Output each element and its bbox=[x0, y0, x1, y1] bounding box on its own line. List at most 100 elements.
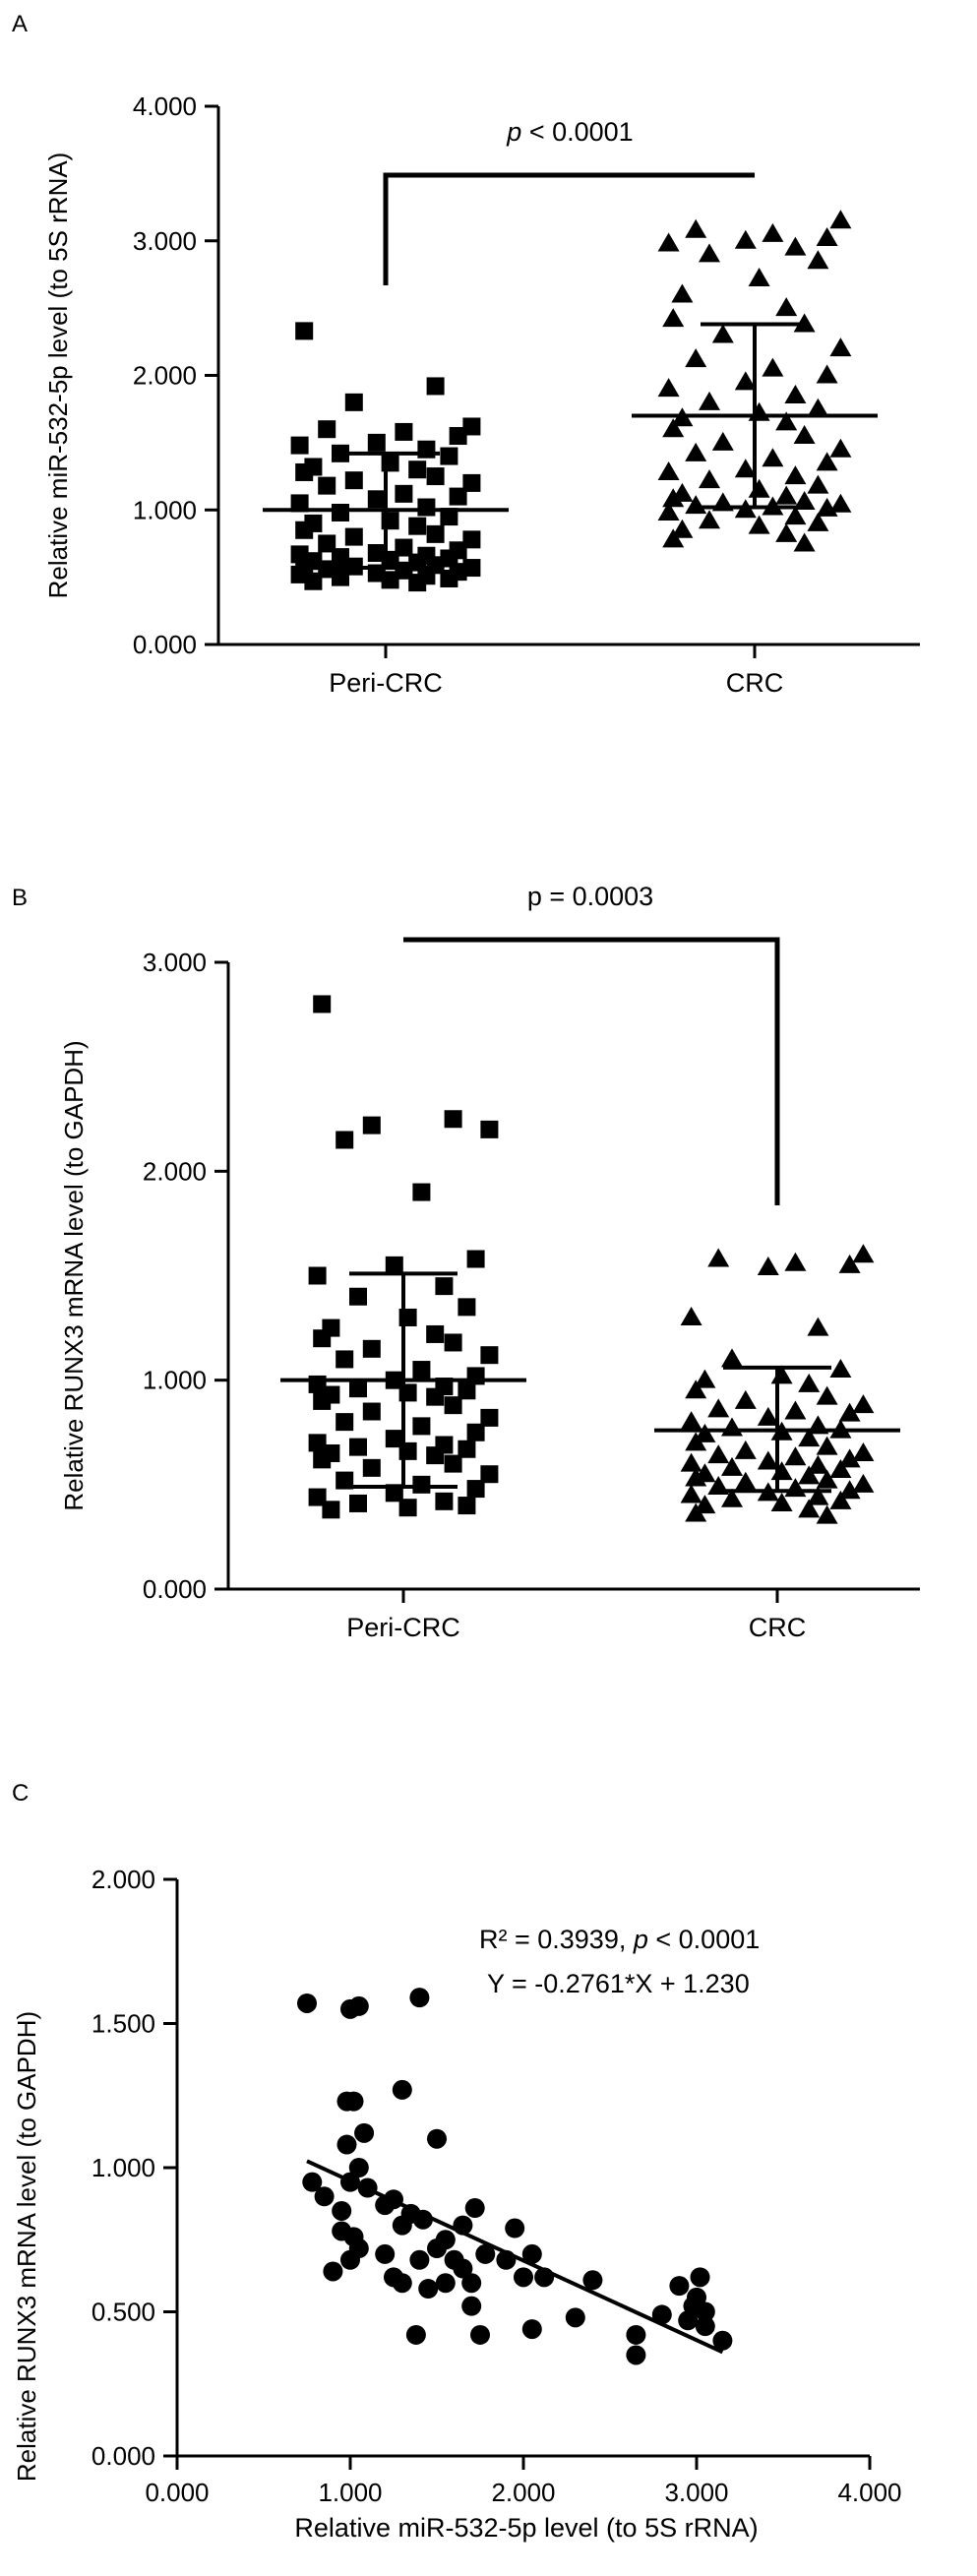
x-tick-label: 0.000 bbox=[145, 2478, 209, 2507]
data-point-triangle bbox=[671, 519, 694, 538]
data-point bbox=[392, 2215, 412, 2236]
y-tick-label: 0.500 bbox=[92, 2298, 155, 2327]
y-tick-label: 3.000 bbox=[133, 226, 197, 256]
data-point-triangle bbox=[699, 510, 720, 529]
data-point-triangle bbox=[793, 425, 816, 445]
data-point-triangle bbox=[662, 488, 685, 508]
data-point-square bbox=[313, 1391, 332, 1410]
data-point-square bbox=[344, 393, 363, 411]
data-point-triangle bbox=[775, 485, 798, 505]
data-point-triangle bbox=[784, 465, 807, 485]
data-point-square bbox=[336, 1413, 354, 1432]
data-point-triangle bbox=[734, 1389, 757, 1409]
data-point-square bbox=[290, 565, 309, 583]
data-point-triangle bbox=[816, 1504, 838, 1524]
data-point-triangle bbox=[685, 1380, 707, 1399]
data-point-square bbox=[395, 538, 413, 557]
data-point-triangle bbox=[707, 1398, 730, 1418]
data-point-triangle bbox=[807, 250, 829, 270]
data-point-triangle bbox=[816, 1385, 838, 1405]
data-point-triangle bbox=[838, 1402, 861, 1422]
panel-label: A bbox=[12, 11, 28, 37]
x-tick-label: 3.000 bbox=[664, 2478, 728, 2507]
data-point-square bbox=[458, 1381, 476, 1400]
data-point-square bbox=[313, 995, 332, 1013]
y-tick-label: 3.000 bbox=[143, 948, 207, 977]
data-point-square bbox=[322, 1501, 340, 1519]
significance-label: p < 0.0001 bbox=[506, 117, 633, 147]
data-point-square bbox=[462, 417, 481, 436]
data-point-triangle bbox=[829, 210, 852, 229]
panel-label: C bbox=[12, 1780, 29, 1807]
data-point bbox=[343, 2091, 364, 2112]
data-point-triangle bbox=[748, 401, 770, 421]
data-point-triangle bbox=[775, 297, 798, 317]
y-axis-label: Relative miR-532-5p level (to 5S rRNA) bbox=[43, 153, 73, 599]
data-point-triangle bbox=[816, 227, 838, 247]
data-point-square bbox=[385, 1430, 403, 1448]
y-tick-label: 0.000 bbox=[92, 2441, 155, 2471]
data-point-triangle bbox=[657, 501, 680, 521]
data-point-triangle bbox=[680, 1484, 702, 1503]
data-point-triangle bbox=[829, 337, 852, 357]
data-point-square bbox=[426, 1446, 445, 1465]
data-point-square bbox=[318, 534, 336, 553]
data-point-triangle bbox=[775, 522, 798, 542]
data-point bbox=[336, 2134, 357, 2155]
data-point bbox=[461, 2296, 482, 2316]
data-point-square bbox=[426, 524, 445, 543]
data-point bbox=[332, 2200, 352, 2221]
data-point-square bbox=[295, 462, 314, 481]
data-point-square bbox=[349, 1287, 367, 1306]
data-point-square bbox=[444, 1396, 462, 1415]
data-point-triangle bbox=[829, 1359, 852, 1379]
y-axis-label: Relative RUNX3 mRNA level (to GAPDH) bbox=[12, 2011, 41, 2482]
y-tick-label: 1.000 bbox=[143, 1366, 207, 1395]
data-point bbox=[521, 2243, 542, 2264]
data-point-triangle bbox=[816, 364, 838, 384]
chart-c-svg: C 0.000 0.500 1.000 1.500 2.000 0.000 1.000 2.00… bbox=[12, 1780, 902, 2543]
data-point-square bbox=[466, 1423, 485, 1441]
data-point-square bbox=[426, 467, 445, 486]
data-point-square bbox=[440, 569, 458, 587]
data-point-triangle bbox=[852, 1473, 875, 1493]
data-point bbox=[302, 2172, 323, 2192]
data-point-square bbox=[318, 420, 336, 439]
data-point-triangle bbox=[775, 411, 798, 431]
data-point-triangle bbox=[838, 1448, 861, 1468]
data-point-square bbox=[362, 1458, 381, 1477]
data-point-square bbox=[412, 1183, 431, 1201]
data-point-triangle bbox=[838, 1254, 861, 1273]
data-point-triangle bbox=[798, 1465, 821, 1485]
data-point bbox=[683, 2296, 703, 2316]
data-point-triangle bbox=[829, 1490, 852, 1509]
data-point-square bbox=[349, 1494, 367, 1512]
data-point-square bbox=[398, 1499, 417, 1517]
data-point bbox=[409, 2249, 430, 2270]
data-point-square bbox=[367, 433, 386, 452]
data-point-square bbox=[332, 568, 349, 586]
data-point bbox=[427, 2128, 447, 2149]
data-point-triangle bbox=[807, 474, 829, 494]
data-point-triangle bbox=[807, 512, 829, 531]
data-point-square bbox=[290, 436, 309, 455]
data-point-triangle bbox=[694, 1369, 716, 1388]
data-point-triangle bbox=[694, 1423, 716, 1442]
data-point bbox=[453, 2258, 473, 2279]
data-point-triangle bbox=[816, 1469, 838, 1489]
data-point-triangle bbox=[734, 371, 757, 391]
data-point-square bbox=[295, 521, 314, 539]
data-point bbox=[384, 2267, 403, 2288]
data-point-square bbox=[444, 1333, 462, 1352]
stats-annotation-equation: Y = -0.2761*X + 1.230 bbox=[487, 1969, 750, 1998]
data-point-square bbox=[462, 473, 481, 492]
data-point bbox=[565, 2307, 585, 2328]
data-point-triangle bbox=[757, 1257, 779, 1276]
data-point-triangle bbox=[829, 493, 852, 513]
data-point-square bbox=[408, 574, 427, 592]
data-point-triangle bbox=[694, 1495, 716, 1514]
data-point bbox=[461, 2273, 482, 2294]
data-point bbox=[695, 2316, 715, 2337]
data-point-triangle bbox=[807, 1317, 829, 1336]
data-point bbox=[626, 2345, 646, 2365]
